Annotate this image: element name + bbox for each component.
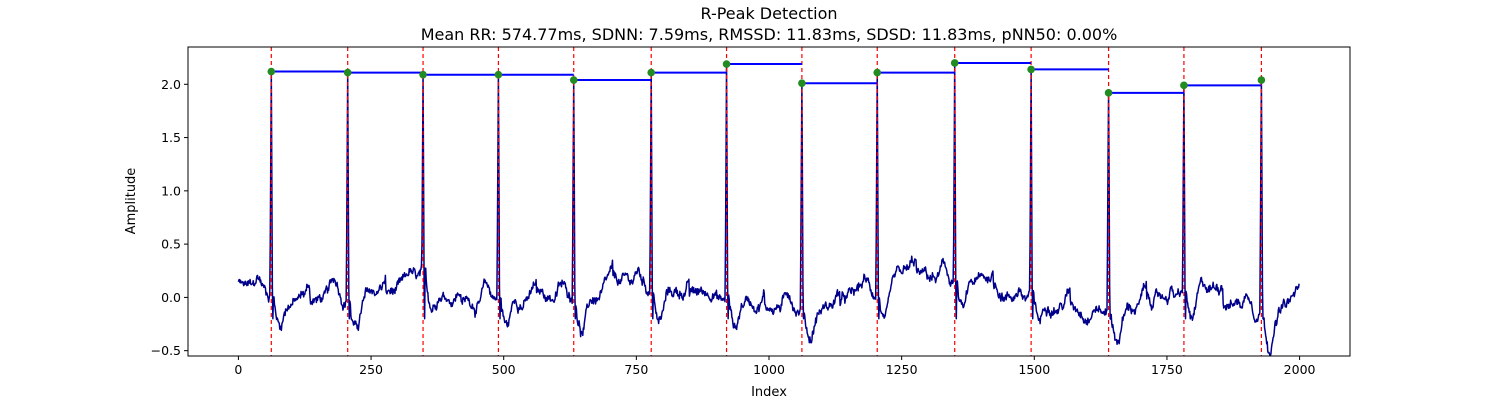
r-peak-marker xyxy=(494,70,503,79)
signal-layer xyxy=(237,62,1300,357)
y-tick-label: 0.5 xyxy=(161,237,181,252)
plot-area xyxy=(237,47,1300,357)
x-tick-label: 1750 xyxy=(1151,362,1183,377)
chart-title: R-Peak Detection xyxy=(700,4,837,23)
r-peak-marker xyxy=(647,68,656,77)
x-tick-label: 250 xyxy=(359,362,383,377)
r-peak-marker xyxy=(950,59,959,67)
x-tick-label: 0 xyxy=(234,362,242,377)
x-tick-label: 1250 xyxy=(886,362,918,377)
x-tick-label: 2000 xyxy=(1284,362,1316,377)
chart-subtitle: Mean RR: 574.77ms, SDNN: 7.59ms, RMSSD: … xyxy=(421,25,1118,44)
y-tick-label: 0.0 xyxy=(161,290,181,305)
y-tick-label: 1.0 xyxy=(161,183,181,198)
r-peak-marker xyxy=(1180,81,1188,90)
x-tick-label: 1000 xyxy=(753,362,785,377)
x-axis-label: Index xyxy=(751,385,787,400)
r-peak-marker xyxy=(798,79,806,88)
y-tick-label: 1.5 xyxy=(161,130,181,145)
r-peak-marker xyxy=(343,68,352,77)
rr-interval-layer xyxy=(271,61,1262,94)
y-tick-label: 2.0 xyxy=(161,77,181,92)
r-peak-marker xyxy=(569,76,578,84)
x-tick-label: 1500 xyxy=(1018,362,1050,377)
r-peak-marker xyxy=(419,70,427,79)
r-peak-marker xyxy=(873,68,882,77)
ecg-signal-line xyxy=(237,62,1300,357)
x-tick-label: 500 xyxy=(492,362,516,377)
y-tick-label: −0.5 xyxy=(151,343,181,358)
r-peak-marker xyxy=(1257,76,1266,84)
peak-lines-layer xyxy=(270,47,1262,356)
y-axis-label: Amplitude xyxy=(124,168,139,235)
x-axis: 0 250 500 750 1000 1250 1500 1750 2000 xyxy=(234,356,1316,377)
r-peak-marker xyxy=(722,60,731,68)
x-tick-label: 750 xyxy=(624,362,648,377)
r-peak-marker xyxy=(1027,65,1035,74)
r-peak-marker xyxy=(1104,89,1113,97)
peak-marker-layer xyxy=(267,59,1266,97)
y-axis: −0.5 0.0 0.5 1.0 1.5 2.0 xyxy=(151,77,188,358)
r-peak-marker xyxy=(267,67,276,76)
